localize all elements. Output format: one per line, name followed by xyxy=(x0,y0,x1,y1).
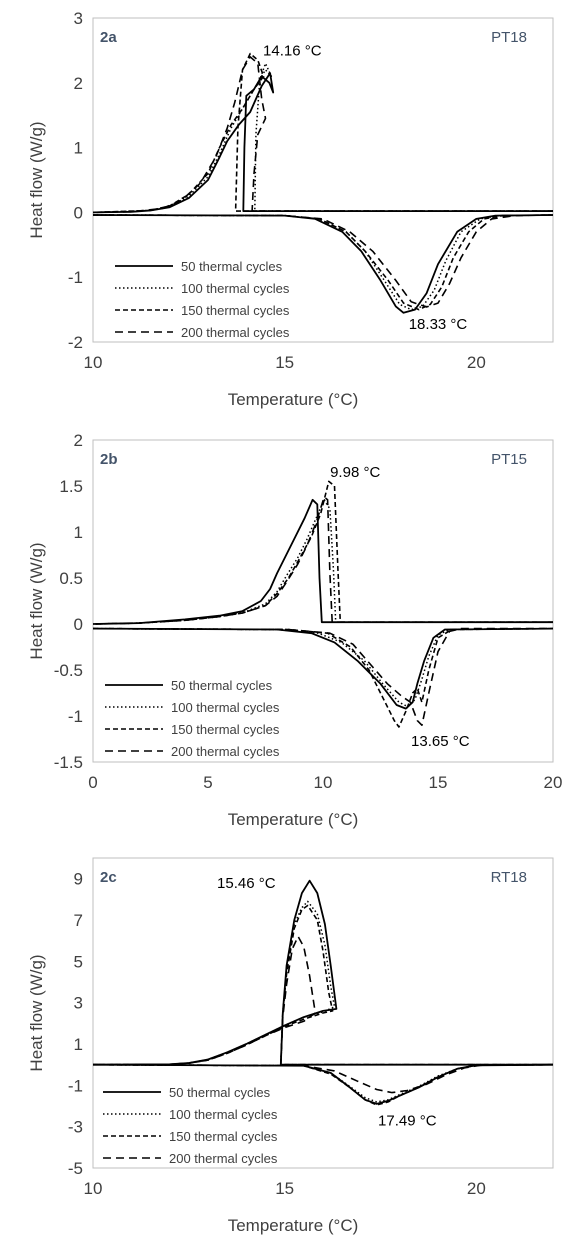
peak-annotation: 15.46 °C xyxy=(217,875,276,892)
y-tick-label: 0 xyxy=(74,203,83,222)
series-line-3-heating xyxy=(92,627,554,728)
x-tick-label: 5 xyxy=(203,773,212,792)
y-tick-label: 1 xyxy=(74,523,83,542)
panel-label: 2c xyxy=(100,869,117,886)
legend-label: 50 thermal cycles xyxy=(181,259,283,274)
y-tick-label: -1 xyxy=(68,268,83,287)
y-tick-label: 5 xyxy=(74,952,83,971)
x-tick-label: 15 xyxy=(275,353,294,372)
series-line-2-heating xyxy=(92,1063,554,1103)
legend-label: 150 thermal cycles xyxy=(171,722,280,737)
plot-frame xyxy=(92,857,554,1169)
series-line-1-cooling xyxy=(92,72,553,214)
series-line-3-cooling xyxy=(92,480,553,625)
y-tick-label: 1.5 xyxy=(59,477,83,496)
legend-label: 100 thermal cycles xyxy=(171,700,280,715)
x-tick-label: 10 xyxy=(314,773,333,792)
panel-label: 2a xyxy=(100,29,117,46)
x-tick-label: 0 xyxy=(88,773,97,792)
series-line-1-cooling xyxy=(92,498,553,625)
series-line-1-heating xyxy=(92,214,554,314)
y-tick-label: -0.5 xyxy=(54,661,83,680)
y-axis-title: Heat flow (W/g) xyxy=(27,542,46,659)
y-tick-label: 2 xyxy=(74,431,83,450)
series-line-4-cooling xyxy=(92,56,553,214)
series-line-4-heating xyxy=(92,627,553,727)
series-line-3-cooling xyxy=(92,52,553,214)
peak-annotation: 14.16 °C xyxy=(263,42,322,59)
x-tick-label: 10 xyxy=(84,1179,103,1198)
legend-label: 100 thermal cycles xyxy=(181,281,290,296)
y-tick-label: 3 xyxy=(74,9,83,28)
peak-annotation: 13.65 °C xyxy=(411,733,470,750)
legend-label: 200 thermal cycles xyxy=(169,1151,278,1166)
series-line-4-heating xyxy=(92,214,554,308)
y-axis-title: Heat flow (W/g) xyxy=(27,121,46,238)
y-tick-label: 9 xyxy=(74,870,83,889)
material-label: PT15 xyxy=(491,451,527,468)
plot-frame xyxy=(92,17,554,343)
x-axis-title: Temperature (°C) xyxy=(228,390,359,409)
x-tick-label: 20 xyxy=(467,353,486,372)
series-line-2-cooling xyxy=(92,62,553,214)
x-tick-label: 10 xyxy=(84,353,103,372)
material-label: RT18 xyxy=(491,869,527,886)
x-tick-label: 15 xyxy=(275,1179,294,1198)
y-tick-label: 1 xyxy=(74,1035,83,1054)
y-tick-label: -1.5 xyxy=(54,753,83,772)
y-tick-label: -2 xyxy=(68,333,83,352)
legend-label: 50 thermal cycles xyxy=(171,678,273,693)
legend-label: 200 thermal cycles xyxy=(181,325,290,340)
series-line-2-cooling xyxy=(92,499,553,625)
peak-annotation: 18.33 °C xyxy=(409,316,468,333)
material-label: PT18 xyxy=(491,29,527,46)
y-tick-label: 3 xyxy=(74,994,83,1013)
x-tick-label: 20 xyxy=(467,1179,486,1198)
x-tick-label: 15 xyxy=(429,773,448,792)
chart-panel-2a: -2 -1 0 1 2 3 10 15 20 Temperature (°C) Heat flow … xyxy=(27,9,554,409)
peak-annotation: 17.49 °C xyxy=(378,1112,437,1129)
chart-panel-2c: -5 -3 -1 1 3 5 7 9 10 15 20 Temperature (°C) Heat fl… xyxy=(27,857,554,1235)
series-line-4-cooling xyxy=(92,935,553,1066)
y-tick-label: -3 xyxy=(68,1118,83,1137)
plot-frame xyxy=(92,439,554,763)
panel-label: 2b xyxy=(100,451,118,468)
y-tick-label: -1 xyxy=(68,1076,83,1095)
series-line-1-cooling xyxy=(92,879,553,1066)
x-tick-label: 20 xyxy=(544,773,563,792)
y-tick-label: -1 xyxy=(68,707,83,726)
legend-label: 150 thermal cycles xyxy=(169,1129,278,1144)
y-tick-label: 0 xyxy=(74,615,83,634)
legend-label: 200 thermal cycles xyxy=(171,744,280,759)
series-line-3-cooling xyxy=(92,904,553,1066)
legend-label: 50 thermal cycles xyxy=(169,1085,271,1100)
series-line-1-heating xyxy=(92,1063,554,1105)
y-tick-label: 1 xyxy=(74,139,83,158)
legend-label: 100 thermal cycles xyxy=(169,1107,278,1122)
y-tick-label: 7 xyxy=(74,911,83,930)
series-line-4-cooling xyxy=(92,496,553,625)
series-line-2-heating xyxy=(92,214,554,311)
y-axis-title: Heat flow (W/g) xyxy=(27,954,46,1071)
y-tick-label: 0.5 xyxy=(59,569,83,588)
series-line-2-cooling xyxy=(92,900,553,1066)
y-tick-label: -5 xyxy=(68,1159,83,1178)
x-axis-title: Temperature (°C) xyxy=(228,1216,359,1235)
series-line-2-heating xyxy=(92,627,554,708)
legend-label: 150 thermal cycles xyxy=(181,303,290,318)
peak-annotation: 9.98 °C xyxy=(330,464,380,481)
series-line-1-heating xyxy=(92,627,554,710)
series-line-4-heating xyxy=(92,1063,554,1094)
series-line-3-heating xyxy=(92,214,554,311)
x-axis-title: Temperature (°C) xyxy=(228,810,359,829)
y-tick-label: 2 xyxy=(74,74,83,93)
series-line-3-heating xyxy=(92,1063,554,1106)
